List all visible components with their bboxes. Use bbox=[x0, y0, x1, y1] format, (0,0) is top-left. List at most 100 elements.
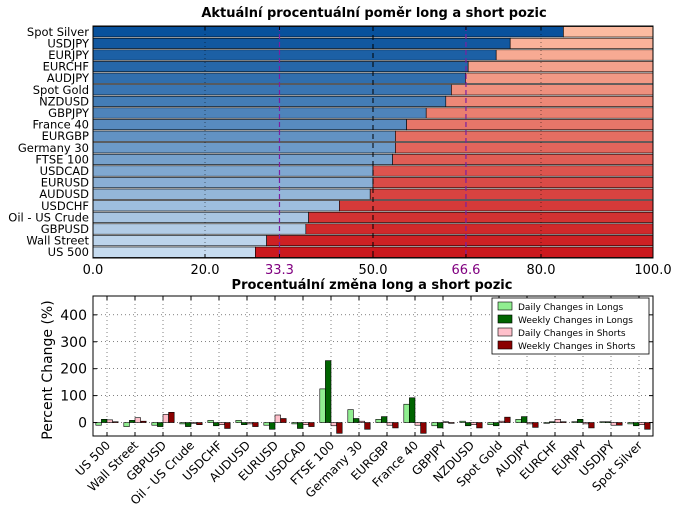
bottom-y-tick-label: 400 bbox=[60, 308, 87, 324]
short-bar-wall-street bbox=[266, 235, 654, 247]
bar-daily-changes-in-longs-oil-us-crude bbox=[179, 422, 186, 425]
long-bar-us-500 bbox=[92, 246, 256, 258]
bar-daily-changes-in-shorts-france-40 bbox=[414, 422, 421, 426]
short-bar-eurgbp bbox=[395, 130, 654, 142]
bar-weekly-changes-in-longs-ftse-100 bbox=[325, 360, 332, 423]
bar-daily-changes-in-shorts-eurchf bbox=[554, 419, 561, 423]
top-category-label: USDCHF bbox=[41, 199, 89, 213]
bottom-plot-frame bbox=[92, 295, 654, 437]
legend-label-weekly-changes-in-longs: Weekly Changes in Longs bbox=[518, 316, 633, 326]
long-bar-usdjpy bbox=[92, 37, 511, 49]
bar-weekly-changes-in-longs-eurusd bbox=[269, 422, 276, 430]
long-bar-gbpjpy bbox=[92, 107, 427, 119]
bar-daily-changes-in-longs-eurjpy bbox=[571, 421, 578, 423]
short-bar-usdjpy bbox=[509, 37, 654, 49]
bar-daily-changes-in-shorts-ftse-100 bbox=[330, 422, 337, 427]
bar-daily-changes-in-shorts-oil-us-crude bbox=[190, 422, 197, 424]
top-category-label: AUDUSD bbox=[39, 187, 89, 201]
bar-daily-changes-in-longs-audusd bbox=[235, 420, 242, 423]
bar-weekly-changes-in-longs-nzdusd bbox=[465, 422, 472, 427]
bar-daily-changes-in-longs-gbpjpy bbox=[431, 422, 438, 427]
top-category-label: USDCAD bbox=[40, 164, 89, 178]
bottom-chart-title: Procentuální změna long a short pozic bbox=[232, 278, 513, 293]
top-category-label: US 500 bbox=[48, 245, 89, 259]
bar-weekly-changes-in-longs-audjpy bbox=[521, 416, 528, 423]
bar-weekly-changes-in-shorts-germany-30 bbox=[364, 422, 371, 430]
bar-weekly-changes-in-longs-gbpusd bbox=[157, 422, 164, 427]
bar-weekly-changes-in-shorts-audjpy bbox=[532, 422, 539, 428]
legend-label-weekly-changes-in-shorts: Weekly Changes in Shorts bbox=[518, 342, 636, 352]
bar-weekly-changes-in-longs-usdchf bbox=[213, 422, 220, 427]
bar-weekly-changes-in-shorts-eurgbp bbox=[392, 422, 399, 429]
bar-weekly-changes-in-shorts-spot-gold bbox=[504, 416, 511, 423]
bar-weekly-changes-in-shorts-usdcad bbox=[308, 422, 315, 427]
bar-weekly-changes-in-shorts-oil-us-crude bbox=[196, 422, 203, 425]
bar-daily-changes-in-shorts-eurjpy bbox=[582, 422, 589, 425]
bar-daily-changes-in-longs-us-500 bbox=[95, 422, 102, 426]
long-bar-france-40 bbox=[92, 119, 407, 131]
top-category-label: EURGBP bbox=[42, 129, 89, 143]
bar-daily-changes-in-longs-audjpy bbox=[515, 419, 522, 423]
top-category-label: FTSE 100 bbox=[35, 152, 89, 166]
percent-change-chart: Procentuální změna long a short pozic 0 1… bbox=[40, 278, 654, 508]
short-bar-audjpy bbox=[465, 72, 654, 84]
top-category-label: Spot Gold bbox=[33, 83, 89, 97]
top-x-tick-label: 100.0 bbox=[634, 263, 671, 278]
short-bar-spot-silver bbox=[563, 26, 654, 38]
bar-daily-changes-in-longs-eurchf bbox=[543, 422, 550, 424]
legend-swatch-daily-changes-in-shorts bbox=[497, 327, 513, 337]
bottom-y-axis-label: Percent Change (%) bbox=[40, 300, 56, 439]
short-bar-nzdusd bbox=[445, 95, 654, 107]
bar-weekly-changes-in-longs-us-500 bbox=[101, 419, 108, 423]
top-category-label: AUDJPY bbox=[47, 71, 90, 85]
legend-swatch-weekly-changes-in-shorts bbox=[497, 340, 513, 350]
long-bar-audusd bbox=[92, 188, 371, 200]
top-x-tick-label: 33.3 bbox=[265, 263, 294, 278]
short-bar-us-500 bbox=[255, 246, 654, 258]
bar-weekly-changes-in-shorts-usdchf bbox=[224, 422, 231, 429]
top-category-label: France 40 bbox=[32, 118, 89, 132]
top-x-tick-label: 50.0 bbox=[359, 263, 388, 278]
bar-daily-changes-in-longs-eurusd bbox=[263, 422, 270, 426]
bar-daily-changes-in-longs-germany-30 bbox=[347, 409, 354, 423]
top-chart-title: Aktuální procentuální poměr long a short… bbox=[201, 6, 546, 21]
bar-daily-changes-in-longs-usdcad bbox=[291, 422, 298, 425]
bar-weekly-changes-in-longs-usdjpy bbox=[605, 421, 612, 423]
bar-daily-changes-in-shorts-wall-street bbox=[134, 417, 141, 423]
top-grid-lines bbox=[204, 26, 542, 258]
top-category-label: EURUSD bbox=[41, 176, 89, 190]
top-x-tick-label: 66.6 bbox=[451, 263, 480, 278]
bar-weekly-changes-in-shorts-nzdusd bbox=[476, 422, 483, 429]
long-bar-oil-us-crude bbox=[92, 211, 309, 223]
bar-weekly-changes-in-longs-spot-silver bbox=[633, 422, 640, 427]
bar-weekly-changes-in-shorts-gbpjpy bbox=[448, 422, 455, 424]
bar-daily-changes-in-longs-gbpusd bbox=[151, 422, 158, 426]
bar-daily-changes-in-shorts-usdjpy bbox=[610, 422, 617, 426]
bar-weekly-changes-in-longs-spot-gold bbox=[493, 422, 500, 427]
bottom-bar-group bbox=[95, 360, 651, 434]
bar-daily-changes-in-shorts-eurgbp bbox=[386, 422, 393, 426]
bottom-grid-lines bbox=[93, 296, 653, 436]
bar-weekly-changes-in-shorts-us-500 bbox=[112, 421, 119, 423]
long-bar-eurchf bbox=[92, 61, 469, 73]
long-bar-gbpusd bbox=[92, 223, 307, 235]
bar-weekly-changes-in-shorts-eurchf bbox=[560, 421, 567, 423]
bottom-y-tick-label: 200 bbox=[60, 362, 87, 378]
bar-daily-changes-in-shorts-usdchf bbox=[218, 422, 225, 425]
bar-weekly-changes-in-shorts-usdjpy bbox=[616, 422, 623, 426]
bar-daily-changes-in-longs-nzdusd bbox=[459, 420, 466, 423]
short-bar-audusd bbox=[369, 188, 654, 200]
top-category-label: USDJPY bbox=[47, 36, 90, 50]
bar-daily-changes-in-shorts-usdcad bbox=[302, 422, 309, 425]
top-x-tick-labels: 0.0 20.0 33.3 50.0 66.6 80.0 100.0 bbox=[83, 26, 672, 278]
long-bar-nzdusd bbox=[92, 95, 447, 107]
bar-weekly-changes-in-shorts-eurjpy bbox=[588, 422, 595, 429]
bar-daily-changes-in-shorts-spot-silver bbox=[638, 422, 645, 425]
bar-weekly-changes-in-longs-eurchf bbox=[549, 421, 556, 423]
top-category-labels: Spot SilverUSDJPYEURJPYEURCHFAUDJPYSpot … bbox=[8, 25, 90, 259]
top-category-label: EURCHF bbox=[43, 60, 89, 74]
short-bar-oil-us-crude bbox=[308, 211, 654, 223]
bar-daily-changes-in-longs-eurgbp bbox=[375, 419, 382, 423]
bottom-y-tick-label: 0 bbox=[78, 416, 87, 432]
